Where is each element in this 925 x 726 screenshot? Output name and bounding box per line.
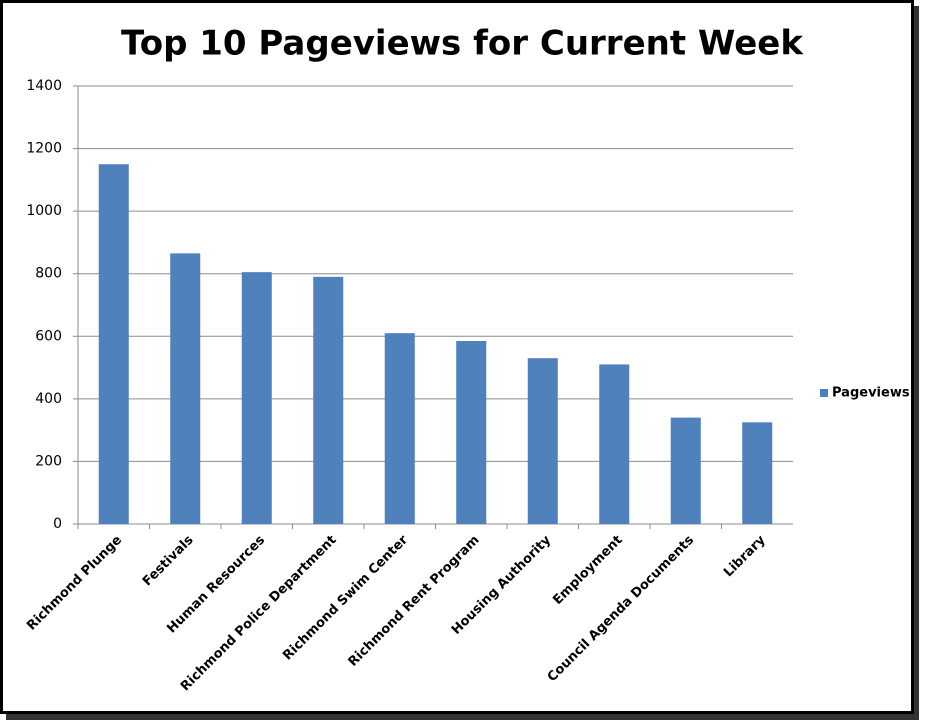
y-tick-label: 800 (35, 266, 62, 282)
y-tick-label: 1200 (26, 141, 62, 157)
legend-label: Pageviews (832, 386, 910, 401)
bar (670, 417, 701, 524)
bar (384, 333, 415, 524)
bar (170, 253, 201, 524)
bar (527, 358, 558, 524)
bar (241, 272, 272, 524)
legend-swatch (820, 389, 828, 397)
chart-title: Top 10 Pageviews for Current Week (121, 24, 804, 64)
y-tick-label: 600 (35, 328, 62, 344)
y-tick-label: 0 (53, 516, 62, 532)
y-tick-label: 200 (35, 453, 62, 469)
bar (599, 364, 630, 524)
y-tick-label: 1400 (26, 78, 62, 94)
bar (98, 164, 129, 524)
bar (313, 276, 344, 524)
bar (742, 422, 773, 524)
bar (456, 340, 487, 524)
y-tick-label: 1000 (26, 203, 62, 219)
y-tick-label: 400 (35, 391, 62, 407)
